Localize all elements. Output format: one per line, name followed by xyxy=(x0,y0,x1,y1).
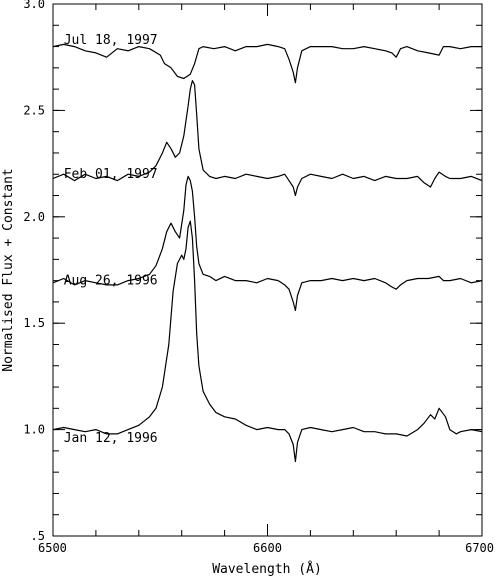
spectrum-line-0 xyxy=(52,43,482,84)
spectrum-line-2 xyxy=(52,175,483,311)
series-annotations-group: Jul 18, 1997 Feb 01, 1997 Aug 26, 1996 Jan … xyxy=(64,33,158,446)
y-axis-title: Normalised Flux + Constant xyxy=(1,168,16,372)
tick-labels-group: 6500 6600 6700 .5 1.0 1.5 2.0 2.5 3.0 xyxy=(23,0,494,555)
x-tick-label: 6600 xyxy=(253,541,282,555)
spectrum-line-3 xyxy=(52,220,483,463)
series-label-2: Aug 26, 1996 xyxy=(64,274,158,289)
plot-series-group xyxy=(52,43,483,463)
y-tick-label: 3.0 xyxy=(23,0,45,11)
axis-ticks-group xyxy=(52,3,483,537)
x-axis-title: Wavelength (Å) xyxy=(212,561,322,577)
y-tick-label: 2.0 xyxy=(23,210,45,224)
plot-frame xyxy=(52,3,483,537)
x-tick-label: 6500 xyxy=(38,541,67,555)
y-tick-label: 1.0 xyxy=(23,423,45,437)
x-tick-label: 6700 xyxy=(465,541,494,555)
series-label-1: Feb 01, 1997 xyxy=(64,167,158,182)
y-tick-label: 1.5 xyxy=(23,316,45,330)
y-tick-label: .5 xyxy=(31,529,45,543)
spectrum-line-1 xyxy=(52,79,483,197)
series-label-0: Jul 18, 1997 xyxy=(64,33,158,48)
y-tick-label: 2.5 xyxy=(23,103,45,117)
series-label-3: Jan 12, 1996 xyxy=(64,431,158,446)
